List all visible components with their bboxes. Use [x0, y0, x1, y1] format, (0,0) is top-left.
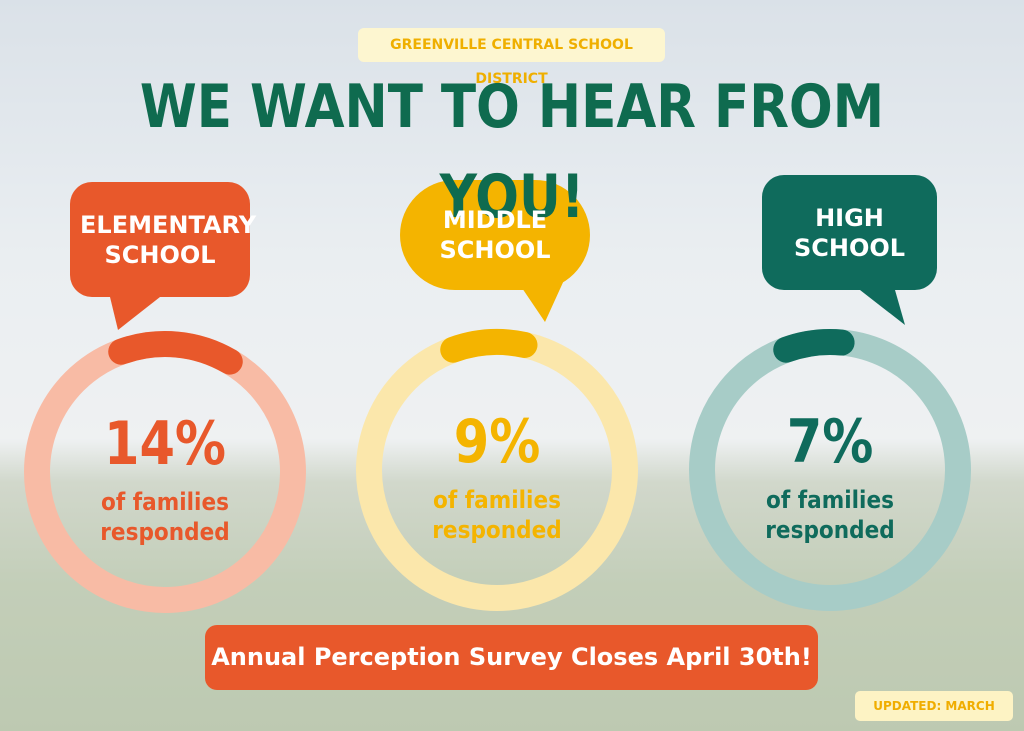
percent-label: 9%	[453, 407, 541, 477]
percent-label: 7%	[786, 407, 874, 477]
district-badge: GREENVILLE CENTRAL SCHOOL DISTRICT	[358, 28, 665, 87]
progress-arc	[440, 329, 538, 363]
bubble-tail	[860, 290, 905, 325]
caption: of families responded	[100, 488, 230, 546]
speech-bubble	[400, 180, 590, 290]
speech-bubble	[762, 175, 937, 290]
updated-badge: UPDATED: MARCH 16TH	[855, 691, 1013, 731]
bubble-tail	[110, 297, 160, 330]
percent-label: 14%	[103, 409, 227, 479]
title: WE WANT TO HEAR FROM YOU!	[139, 72, 885, 232]
speech-bubble	[70, 182, 250, 297]
school-name: HIGH SCHOOL	[793, 203, 906, 262]
bubble-tail	[520, 278, 565, 322]
progress-arc	[773, 329, 855, 363]
school-name: MIDDLE SCHOOL	[439, 206, 551, 264]
caption: of families responded	[432, 486, 562, 544]
banner: Annual Perception Survey Closes April 30…	[205, 625, 818, 690]
progress-arc	[108, 331, 243, 375]
caption: of families responded	[765, 486, 895, 544]
school-name: ELEMENTARY SCHOOL	[80, 210, 257, 269]
